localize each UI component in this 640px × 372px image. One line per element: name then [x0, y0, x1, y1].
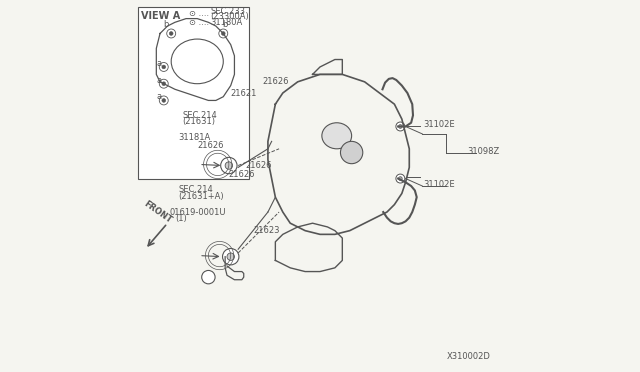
Ellipse shape: [172, 39, 223, 84]
Circle shape: [399, 125, 402, 128]
Text: a: a: [157, 59, 162, 68]
Circle shape: [159, 79, 168, 88]
Circle shape: [202, 270, 215, 284]
Text: 21626: 21626: [246, 161, 272, 170]
Text: 01619-0001U: 01619-0001U: [170, 208, 226, 217]
Circle shape: [221, 32, 225, 35]
Text: SEC.214: SEC.214: [182, 111, 217, 120]
Text: 31098Z: 31098Z: [467, 147, 499, 156]
Ellipse shape: [340, 141, 363, 164]
Ellipse shape: [322, 123, 351, 149]
Circle shape: [162, 65, 166, 69]
Circle shape: [399, 177, 402, 180]
Text: (21631): (21631): [182, 117, 215, 126]
Text: X310002D: X310002D: [447, 352, 491, 361]
Text: 21626: 21626: [262, 77, 289, 86]
Circle shape: [396, 174, 405, 183]
Text: ⊙: ⊙: [188, 18, 195, 27]
Circle shape: [162, 82, 166, 86]
Text: 21626: 21626: [197, 141, 224, 150]
Text: a: a: [157, 76, 162, 85]
Text: 21621: 21621: [231, 89, 257, 97]
Text: ....: ....: [196, 18, 210, 27]
Text: b: b: [164, 20, 169, 29]
Text: a: a: [157, 92, 162, 101]
Text: VIEW A: VIEW A: [141, 11, 180, 21]
Circle shape: [221, 157, 237, 174]
Circle shape: [396, 122, 405, 131]
Circle shape: [162, 99, 166, 102]
Text: 31180A: 31180A: [211, 18, 243, 27]
Circle shape: [167, 29, 175, 38]
Text: FRONT: FRONT: [143, 199, 174, 225]
Text: (23300A): (23300A): [211, 12, 249, 20]
Circle shape: [159, 96, 168, 105]
Text: (1): (1): [175, 214, 187, 223]
Circle shape: [223, 248, 239, 265]
Circle shape: [159, 62, 168, 71]
Text: b: b: [223, 20, 228, 29]
Text: 31102E: 31102E: [424, 180, 455, 189]
Text: ⊙: ⊙: [188, 9, 195, 17]
Text: SEC.214: SEC.214: [179, 185, 213, 194]
Text: (21631+A): (21631+A): [179, 192, 224, 201]
Circle shape: [170, 32, 173, 35]
Text: 31181A: 31181A: [179, 133, 211, 142]
Circle shape: [225, 162, 232, 169]
Text: SEC.233: SEC.233: [211, 7, 245, 16]
FancyBboxPatch shape: [138, 7, 250, 179]
Circle shape: [227, 253, 234, 260]
Text: 21623: 21623: [253, 226, 280, 235]
Circle shape: [219, 29, 228, 38]
Text: ....: ....: [196, 9, 210, 17]
Text: 31102E: 31102E: [424, 120, 455, 129]
Text: 21626: 21626: [229, 170, 255, 179]
